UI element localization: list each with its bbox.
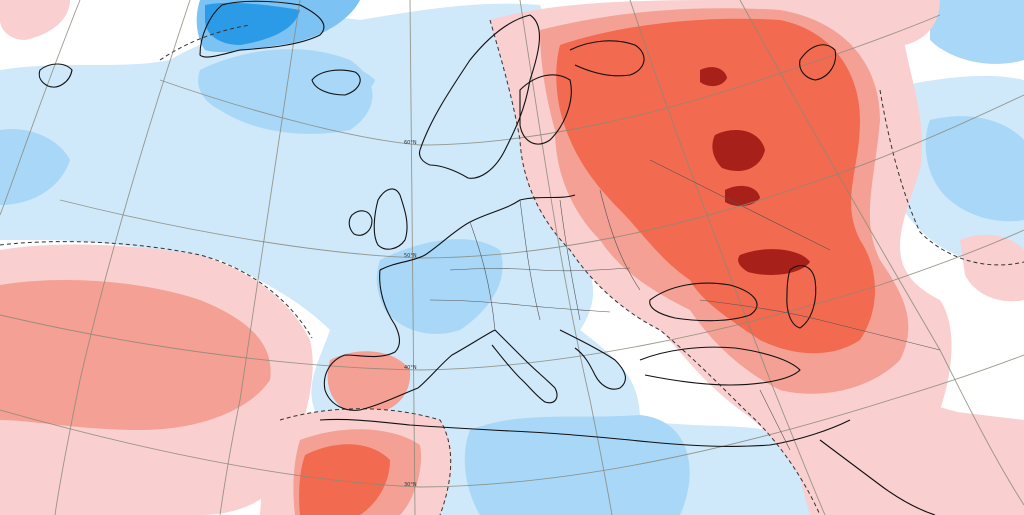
warm-area-barents: [880, 0, 940, 45]
warm-area-svalbard: [0, 0, 70, 40]
border-9: [759, 389, 791, 451]
warm-area-russia-core-3: [725, 185, 760, 207]
warm-area-russia-core-1: [712, 130, 765, 171]
coast-turkey: [639, 346, 801, 386]
lat-label-50n: 50°N: [404, 253, 417, 259]
zero-contour-north-africa: [279, 408, 452, 515]
coast-arabia: [819, 439, 936, 515]
border-6: [429, 299, 611, 313]
coast-caspian: [786, 265, 817, 329]
zero-contour-east-europe: [489, 19, 821, 515]
coast-finland-baltic: [519, 74, 572, 145]
cold-area-greenland-core: [205, 2, 300, 45]
parallel-60n: [159, 14, 941, 146]
latitude-labels: 60°N 50°N 40°N 30°N: [404, 140, 417, 488]
coastline-layer: [38, 0, 936, 515]
parallel-30n: [0, 354, 1024, 488]
meridian-e60: [739, 0, 1024, 506]
coast-greenland: [199, 0, 325, 58]
zero-contour-greenland: [159, 24, 251, 61]
border-layer: [429, 159, 941, 451]
lat-label-60n: 60°N: [404, 140, 417, 146]
meridian-w40: [54, 0, 191, 515]
border-1: [469, 221, 496, 331]
coast-scandinavia: [418, 14, 541, 179]
cold-area-west-atlantic: [0, 129, 70, 205]
coast-iceland: [311, 69, 361, 96]
zero-contour-east-russia: [879, 89, 1024, 266]
meridian-0: [409, 0, 416, 515]
coast-svalbard: [38, 63, 73, 88]
warm-area-subtropical-atlantic-mid: [0, 280, 271, 430]
cold-area-east-russia-core: [925, 116, 1024, 222]
cold-area-arctic-east: [930, 0, 1024, 64]
border-5: [449, 267, 631, 272]
coast-novaya-zemlya: [799, 44, 837, 81]
lat-label-30n: 30°N: [404, 482, 417, 488]
parallel-50n: [59, 94, 1024, 259]
coast-kola: [569, 40, 645, 77]
parallel-40n: [0, 229, 1024, 371]
border-4: [599, 189, 641, 291]
coast-balkans: [559, 329, 626, 390]
meridian-w20: [219, 0, 301, 515]
coast-britain: [373, 188, 408, 250]
border-3: [559, 199, 581, 321]
coast-black-sea: [649, 282, 758, 322]
border-8: [699, 299, 941, 351]
cold-area-france: [376, 239, 503, 334]
coast-north-africa: [319, 418, 851, 447]
meridian-e40: [629, 0, 826, 515]
zero-contour-layer: [0, 19, 1024, 515]
warm-area-middle-east: [790, 394, 1024, 515]
warm-area-russia-core-2: [700, 67, 727, 87]
coast-ireland: [348, 210, 373, 236]
warm-area-east-edge: [960, 234, 1024, 302]
border-7: [649, 159, 831, 251]
meridian-e20: [519, 0, 613, 515]
lat-label-40n: 40°N: [404, 365, 417, 371]
zero-contour-atlantic: [0, 241, 313, 339]
coast-italy: [491, 329, 558, 404]
meridian-w60: [0, 0, 81, 216]
warm-area-north-africa-hot: [299, 444, 390, 515]
